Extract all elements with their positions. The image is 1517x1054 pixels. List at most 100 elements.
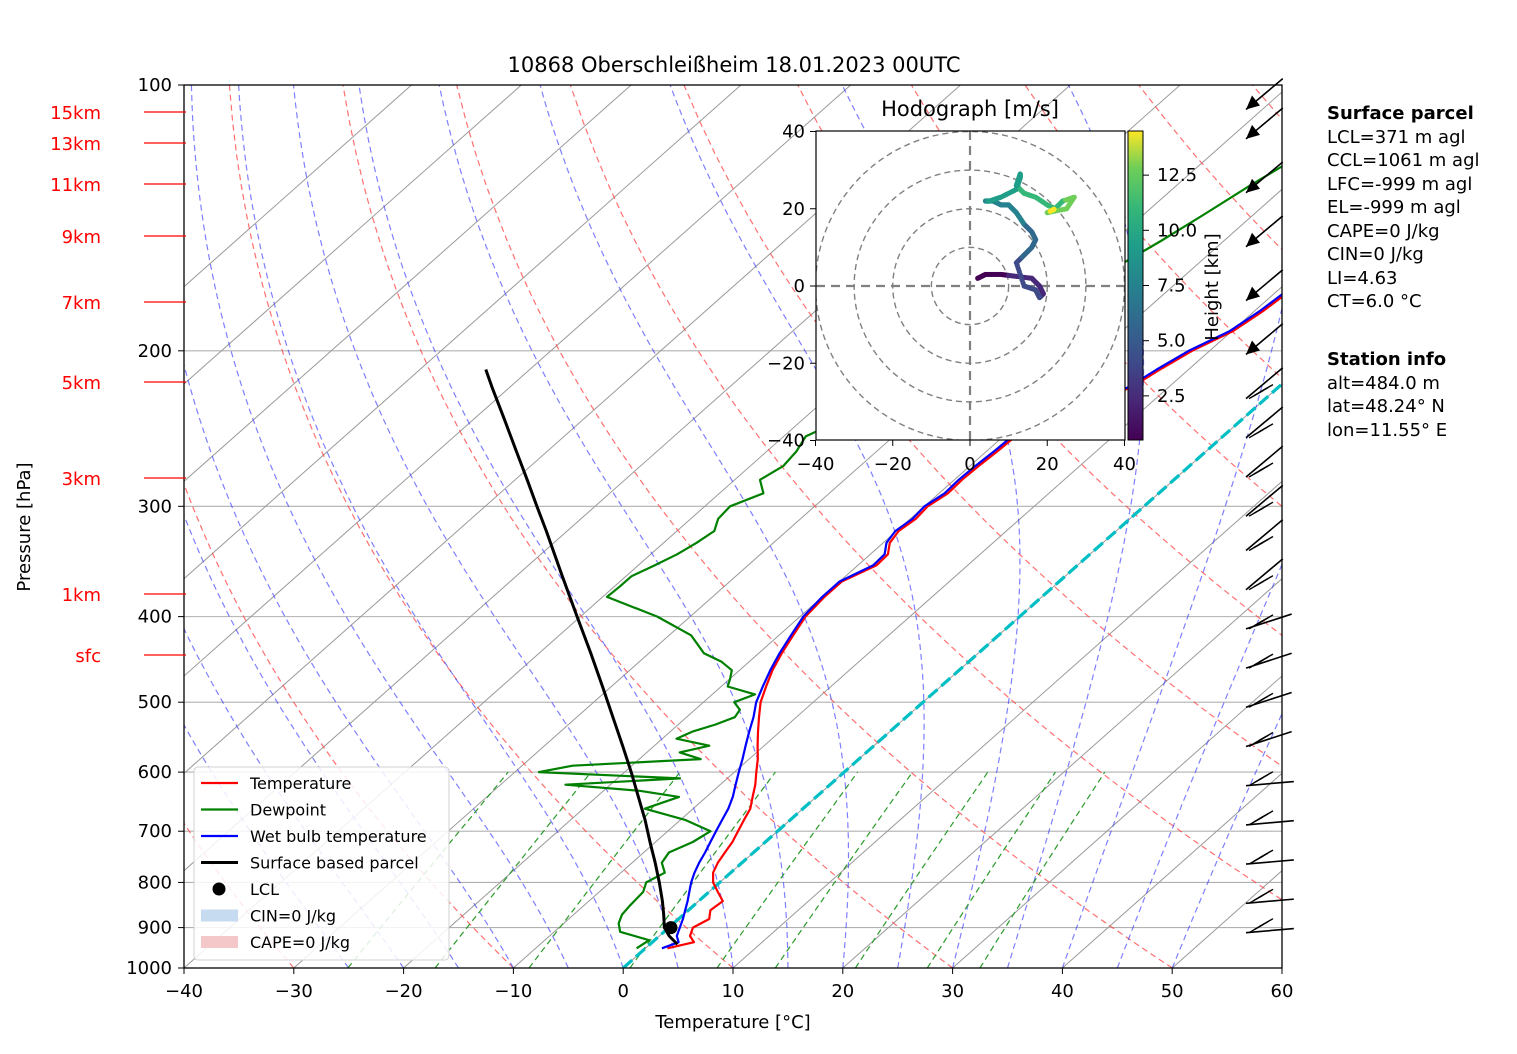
- wind-barb-shaft: [1245, 898, 1294, 905]
- wind-barb-flag: [1246, 286, 1260, 301]
- height-label: 13km: [50, 134, 101, 155]
- x-tick-label: −10: [494, 981, 532, 1002]
- dry-adiabat: [683, 85, 1282, 767]
- wind-barb-flag: [1246, 178, 1260, 193]
- dry-adiabat: [569, 85, 1282, 901]
- isotherm-line: [1062, 772, 1282, 968]
- height-label: 7km: [62, 293, 101, 314]
- temperature-profile: [667, 295, 1282, 950]
- isotherm-line: [184, 85, 522, 385]
- mixing-ratio-line: [629, 771, 776, 968]
- moist-adiabat: [358, 85, 734, 968]
- station-alt: alt=484.0 m: [1327, 372, 1440, 394]
- isotherm-line: [184, 85, 742, 580]
- wind-barb-feather: [1258, 653, 1274, 663]
- x-tick-label: 30: [941, 981, 964, 1002]
- legend-label: CIN=0 J/kg: [250, 907, 336, 926]
- legend: Temperature Dewpoint Wet bulb temperature S…: [193, 766, 450, 961]
- legend-swatch: [201, 936, 238, 948]
- parcel-ccl: CCL=1061 m agl: [1327, 150, 1480, 171]
- mixing-ratio-line: [774, 771, 913, 968]
- wind-barb-shaft: [1245, 445, 1284, 478]
- wind-barb-feather: [1258, 383, 1274, 394]
- hodograph-x-tick-label: 0: [964, 454, 975, 475]
- hodograph-title: Hodograph [m/s]: [881, 97, 1059, 121]
- x-tick-label: 10: [722, 981, 745, 1002]
- x-tick-label: −40: [165, 981, 203, 1002]
- y-tick-label: 600: [138, 762, 172, 783]
- x-axis-label: Temperature [°C]: [654, 1012, 810, 1033]
- wind-barb-feather: [1258, 731, 1274, 742]
- y-tick-label: 100: [138, 75, 172, 96]
- wind-barb-feather: [1258, 423, 1274, 433]
- wind-barb-flag: [1246, 124, 1260, 139]
- colorbar-tick-label: 12.5: [1157, 165, 1197, 186]
- moist-adiabat: [539, 85, 850, 968]
- y-tick-label: 800: [138, 872, 172, 893]
- wind-barb-feather: [1258, 535, 1274, 546]
- hodograph-y-tick-label: −20: [767, 353, 805, 374]
- dry-adiabat: [1480, 85, 1517, 968]
- y-axis-label: Pressure [hPa]: [14, 462, 35, 591]
- wind-barb-shaft: [1245, 927, 1294, 934]
- wind-barb-shaft: [1245, 859, 1294, 865]
- mixing-ratio-line: [434, 771, 592, 968]
- y-tick-label: 500: [138, 692, 172, 713]
- parcel-li: LI=4.63: [1327, 267, 1398, 289]
- wind-barb-feather: [1258, 849, 1274, 859]
- legend-label: Surface based parcel: [250, 854, 419, 873]
- hodograph-y-tick-label: 40: [782, 122, 805, 143]
- wind-barb-shaft: [1245, 780, 1294, 787]
- colorbar-tick-label: 5.0: [1157, 331, 1186, 352]
- hodograph-x-tick-label: 40: [1113, 454, 1136, 475]
- legend-swatch: [212, 882, 226, 896]
- station-lat: lat=48.24° N: [1327, 396, 1445, 417]
- wind-barb-feather: [1258, 575, 1274, 585]
- moist-adiabat: [190, 85, 569, 968]
- hodograph-point: [1051, 206, 1057, 212]
- isotherm-line: [184, 85, 412, 288]
- y-tick-label: 700: [138, 821, 172, 842]
- mixing-ratio-line: [926, 771, 1056, 968]
- dry-adiabat: [342, 85, 953, 968]
- mixing-ratio-line: [979, 771, 1106, 968]
- legend-swatch: [201, 909, 238, 922]
- y-tick-label: 300: [138, 496, 172, 517]
- hodograph-x-tick-label: −20: [874, 454, 912, 475]
- station-info-panel: Station info alt=484.0 m lat=48.24° N lo…: [1327, 348, 1447, 442]
- x-tick-label: 50: [1161, 981, 1184, 1002]
- wet-bulb-temperature-profile: [661, 293, 1282, 950]
- isotherm-line: [732, 480, 1282, 968]
- hodograph: Hodograph [m/s] −40−40 −20 −20 0 0 20 20 40 40 2…: [767, 97, 1223, 475]
- wind-barb-shaft: [1245, 819, 1294, 826]
- station-info-heading: Station info: [1327, 349, 1447, 370]
- parcel-cape: CAPE=0 J/kg: [1327, 220, 1440, 242]
- surface-based-parcel-profile: [484, 369, 679, 946]
- dry-adiabat: [456, 85, 1173, 968]
- height-label: 3km: [62, 469, 101, 490]
- lcl-marker: [664, 921, 678, 935]
- hodograph-y-tick-label: −40: [767, 431, 805, 452]
- wind-barb-flag: [1246, 232, 1260, 247]
- wind-barb-feather: [1258, 771, 1274, 781]
- wind-barb-feather: [1258, 918, 1274, 928]
- x-tick-label: 20: [831, 981, 854, 1002]
- surface-parcel-heading: Surface parcel: [1327, 103, 1474, 124]
- height-label: 1km: [62, 585, 101, 606]
- parcel-el: EL=-999 m agl: [1327, 197, 1461, 218]
- isotherm-line: [842, 577, 1282, 968]
- wind-barb-feather: [1258, 888, 1274, 898]
- isotherm-line: [952, 675, 1282, 968]
- colorbar-tick-label: 2.5: [1157, 386, 1186, 407]
- legend-box: [193, 766, 450, 961]
- mixing-ratio-line: [528, 771, 681, 968]
- colorbar-label: Height [km]: [1202, 233, 1223, 340]
- height-label: sfc: [75, 646, 101, 667]
- wind-barbs: [1245, 78, 1294, 934]
- hodograph-y-tick-label: 20: [782, 199, 805, 220]
- legend-label: Dewpoint: [250, 801, 326, 820]
- isotherm-line: [184, 85, 632, 483]
- parcel-lfc: LFC=-999 m agl: [1327, 173, 1473, 195]
- height-label: 15km: [50, 103, 101, 124]
